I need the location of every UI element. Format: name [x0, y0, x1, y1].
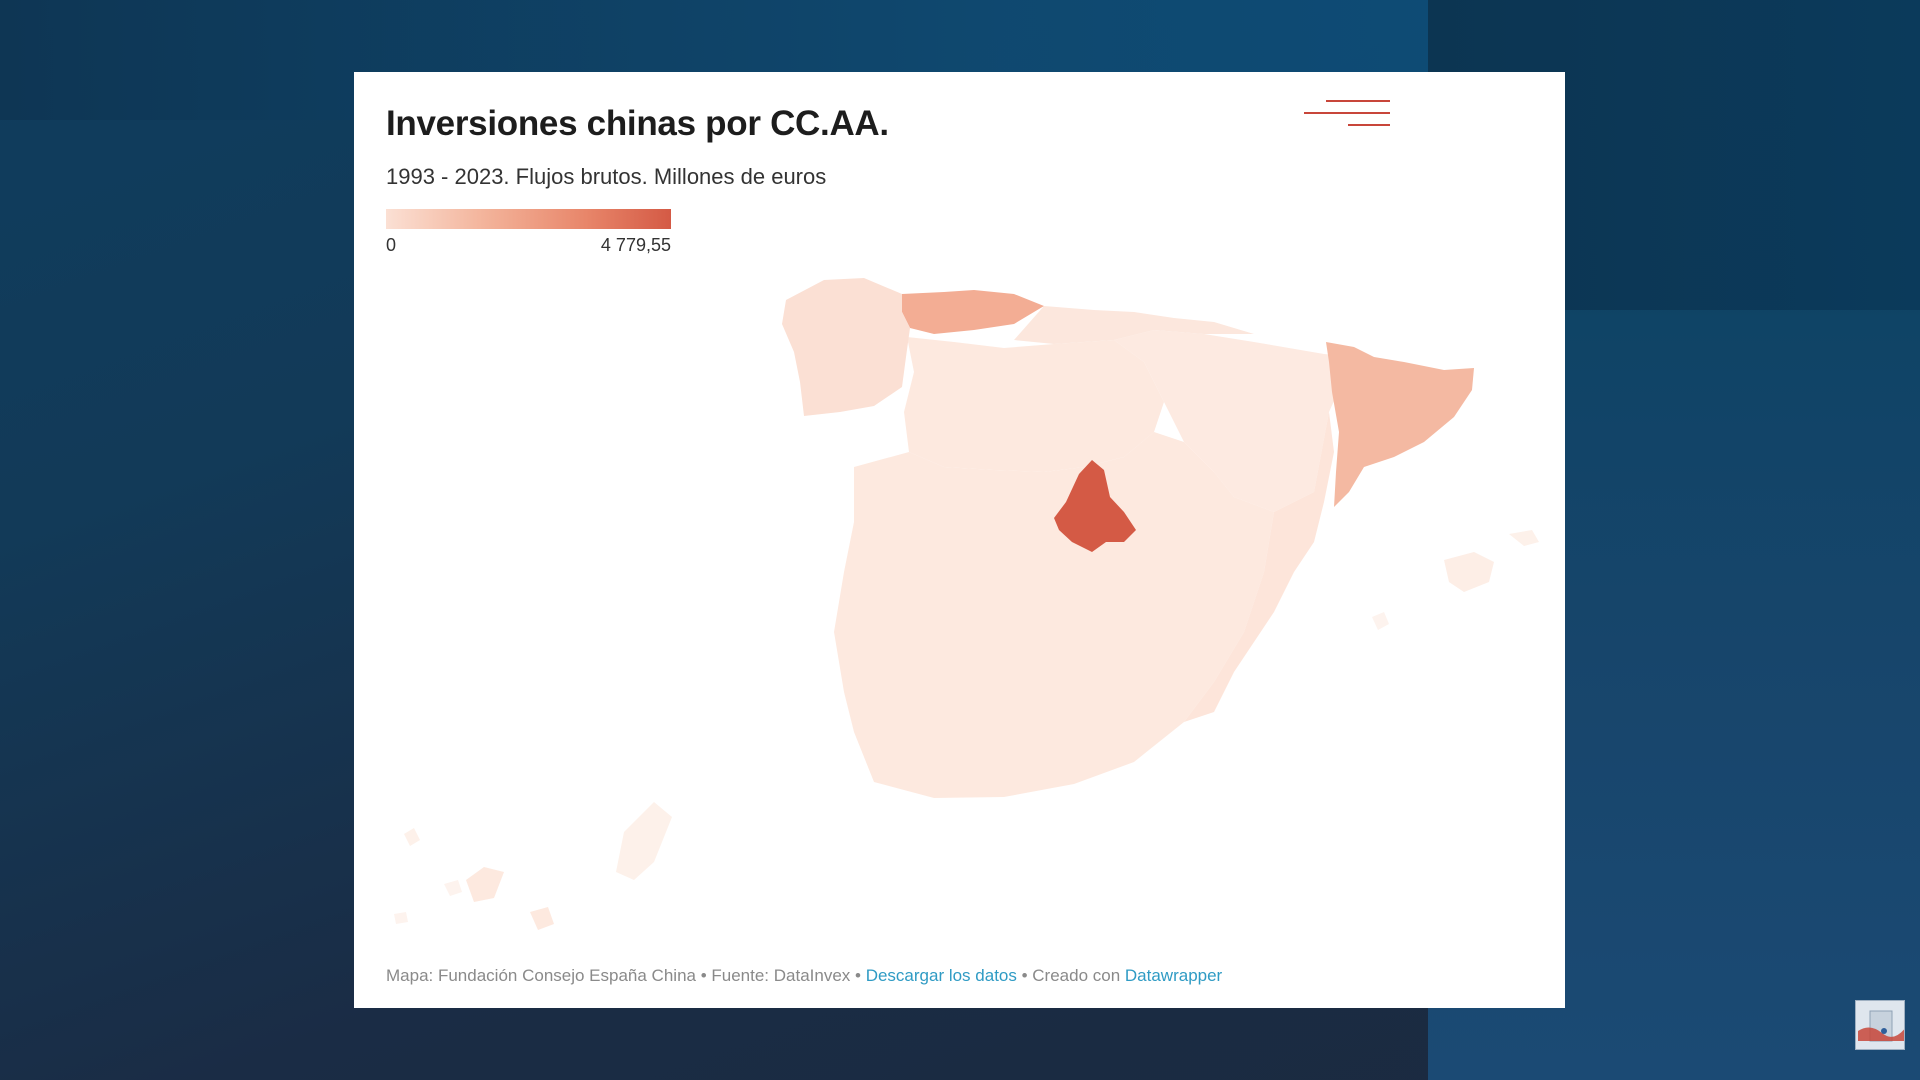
region-canarias-1 — [404, 828, 420, 846]
region-castilla-y-leon — [904, 337, 1164, 472]
region-canarias-5 — [616, 802, 672, 880]
legend-color-scale — [386, 209, 671, 229]
region-canarias-6 — [394, 912, 408, 924]
region-cantabria-pais-vasco — [1014, 306, 1254, 344]
chart-title: Inversiones chinas por CC.AA. — [386, 104, 889, 143]
download-data-link[interactable]: Descargar los datos — [865, 966, 1017, 985]
region-baleares-mallorca — [1444, 552, 1494, 592]
legend-min-label: 0 — [386, 235, 397, 255]
region-canarias-3 — [466, 867, 504, 902]
footer-separator: • Creado con — [1016, 966, 1125, 985]
channel-logo-icon — [1855, 1000, 1905, 1050]
menu-line-bottom — [1348, 124, 1390, 126]
menu-line-top — [1326, 100, 1390, 102]
region-asturias — [902, 290, 1044, 334]
channel-logo-graphic — [1856, 1001, 1904, 1049]
spain-map — [394, 278, 1539, 930]
map-card: Inversiones chinas por CC.AA. 1993 - 202… — [354, 72, 1565, 1008]
region-canarias-4 — [530, 907, 554, 930]
region-madrid — [1054, 460, 1136, 552]
datawrapper-link[interactable]: Datawrapper — [1124, 966, 1223, 985]
hamburger-menu-icon[interactable] — [1304, 98, 1390, 132]
chart-footer: Mapa: Fundación Consejo España China • F… — [386, 966, 1222, 986]
region-aragon — [1114, 330, 1354, 512]
region-centro-sur — [834, 432, 1274, 798]
menu-line-middle — [1304, 112, 1390, 114]
region-baleares-menorca — [1509, 530, 1539, 546]
region-baleares-ibiza — [1372, 612, 1389, 630]
region-canarias-2 — [444, 880, 462, 896]
region-cataluna — [1326, 342, 1474, 507]
chart-subtitle: 1993 - 2023. Flujos brutos. Millones de … — [386, 164, 827, 189]
region-galicia — [782, 278, 910, 416]
footer-credits: Mapa: Fundación Consejo España China • F… — [386, 966, 866, 985]
legend-max-label: 4 779,55 — [600, 235, 671, 255]
